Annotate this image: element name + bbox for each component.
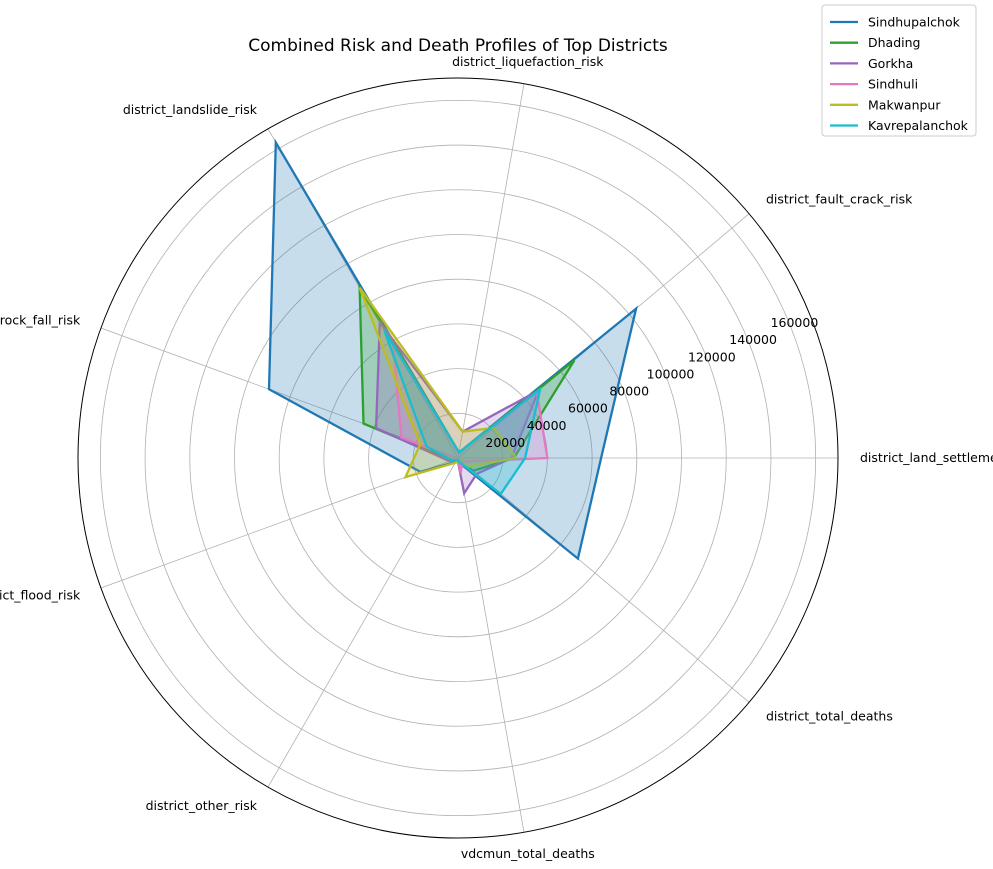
series-area [384,330,541,494]
legend-item: Kavrepalanchok [830,118,969,133]
axis-label-district_other_risk: district_other_risk [146,798,258,813]
grid-spoke [457,457,525,833]
polar-frame [77,77,839,839]
legend-item: Sindhupalchok [830,15,961,30]
series-area [393,345,548,474]
radial-tick-label: 140000 [729,332,777,347]
legend-label: Makwanpur [868,97,941,112]
grid-spoke [100,457,459,589]
legend: Sindhupalchok Dhading Gorkha Sindhuli Makwan… [821,4,977,137]
axis-label-vdcmun_total_deaths: vdcmun_total_deaths [461,846,595,861]
series-line [383,329,543,496]
series-line [374,319,541,497]
radial-tick-label: 160000 [771,315,819,330]
legend-label: Sindhupalchok [868,15,961,30]
grid-spoke [267,457,459,788]
series-kavrepalanchok [383,329,543,496]
legend-label: Dhading [868,35,920,50]
grid-spoke [457,457,750,703]
series-area [359,287,517,478]
radial-tick-label: 20000 [485,435,525,450]
radar-series [267,138,638,561]
chart-title: Combined Risk and Death Profiles of Top … [248,36,668,56]
angular-axis-labels: district_land_settlement_risk district_fa… [0,54,993,861]
axis-label-district_flood_risk: district_flood_risk [0,587,81,602]
axis-label-district_rock_fall_risk: district_rock_fall_risk [0,313,81,328]
axis-label-district_landslide_risk: district_landslide_risk [123,102,258,117]
series-sindhupalchok [267,138,638,561]
radar-grid [77,77,839,839]
legend-item: Makwanpur [830,97,941,112]
legend-item: Gorkha [830,56,913,71]
series-area [269,142,637,559]
grid-spoke [457,83,525,459]
legend-item: Sindhuli [830,77,918,92]
legend-label: Kavrepalanchok [868,118,969,133]
legend-item: Dhading [830,35,920,50]
radial-tick-label: 80000 [609,384,649,399]
legend-entries: Sindhupalchok Dhading Gorkha Sindhuli Makwan… [830,15,969,133]
legend-frame [821,4,977,137]
series-gorkha [374,319,541,497]
axis-label-district_fault_crack_risk: district_fault_crack_risk [766,192,913,207]
series-area [376,322,539,494]
legend-label: Sindhuli [868,77,918,92]
radial-tick-label: 40000 [527,418,567,433]
axis-label-district_liquefaction_risk: district_liquefaction_risk [452,54,604,69]
radial-tick-label: 120000 [688,349,736,364]
radial-tick-label: 60000 [568,401,608,416]
grid-spoke [100,327,459,459]
radial-tick-label: 100000 [647,366,695,381]
axis-label-district_land_settlement_risk: district_land_settlement_risk [860,450,993,465]
legend-label: Gorkha [868,56,913,71]
axis-label-district_total_deaths: district_total_deaths [766,708,893,723]
